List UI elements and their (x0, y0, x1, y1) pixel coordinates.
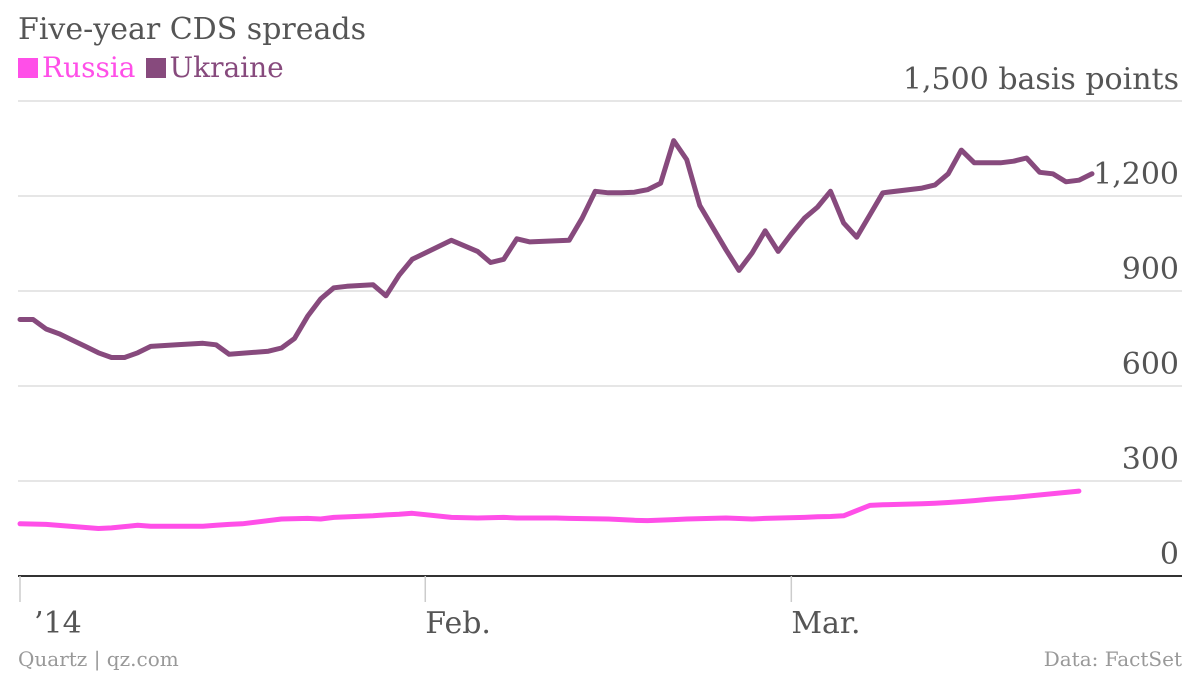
legend-swatch-russia (18, 58, 38, 78)
series-lines (17, 138, 1095, 531)
legend-label-ukraine: Ukraine (169, 51, 284, 84)
legend: Russia Ukraine (18, 50, 284, 86)
data-source: Data: FactSet (1043, 647, 1182, 671)
chart-title: Five-year CDS spreads (18, 12, 366, 47)
y-tick-label-900: 900 (1122, 252, 1179, 287)
series-line-ukraine (17, 138, 1095, 360)
axis-ticks: 0 300 600 900 1,200 1,500 basis points ’14 Feb.… (34, 62, 1179, 641)
y-tick-label-600: 600 (1122, 347, 1179, 382)
legend-item-ukraine: Ukraine (145, 50, 284, 86)
x-tick-label-1: Feb. (425, 606, 491, 641)
y-tick-label-1200: 1,200 (1093, 157, 1179, 192)
legend-item-russia: Russia (18, 50, 136, 86)
legend-label-russia: Russia (42, 51, 136, 84)
gridlines (18, 100, 1182, 602)
x-tick-label-0: ’14 (34, 606, 82, 641)
series-line-russia (17, 488, 1082, 531)
y-tick-label-0: 0 (1160, 537, 1179, 572)
source-credit: Quartz | qz.com (18, 647, 179, 671)
x-tick-label-2: Mar. (791, 606, 860, 641)
legend-swatch-ukraine (145, 58, 166, 78)
y-tick-label-1500: 1,500 basis points (903, 62, 1179, 97)
y-tick-label-300: 300 (1122, 442, 1179, 477)
